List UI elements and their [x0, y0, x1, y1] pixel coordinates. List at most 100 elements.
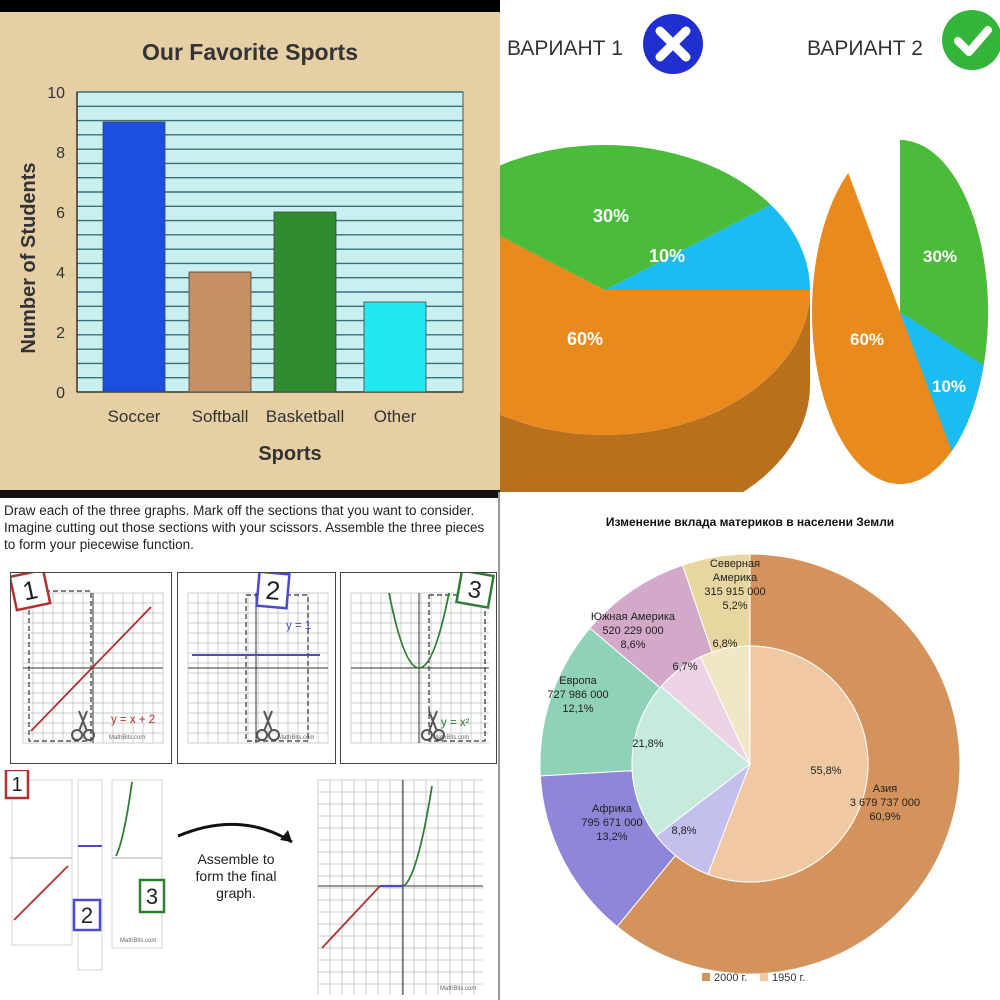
number-box-label: 2	[264, 575, 281, 606]
outer-label: 8,6%	[620, 639, 645, 651]
outer-label: Азия	[873, 783, 898, 795]
final-line-red	[321, 885, 381, 949]
assemble-text: form the final	[196, 868, 277, 884]
inner-label: 8,8%	[671, 825, 696, 837]
legend-swatch-2000	[702, 973, 710, 981]
number-box: 2	[255, 570, 291, 610]
variants-panel: ВАРИАНТ 1 ВАРИАНТ 2 60% 30% 10% 60% 30% 10%	[500, 0, 1000, 492]
outer-label: 315 915 000	[704, 586, 765, 598]
outer-label: 727 986 000	[547, 689, 608, 701]
scissors-icon	[256, 710, 280, 741]
bar-chart-title: Our Favorite Sports	[142, 39, 358, 65]
separator-bar	[0, 490, 500, 498]
x-tick-label: Soccer	[108, 407, 161, 426]
credit-3: MathBits.com	[433, 735, 469, 741]
graph-panel-3: y = x² MathBits.com 3	[340, 569, 497, 764]
pie-3d-side	[500, 290, 810, 492]
outer-label: Южная Америка	[591, 611, 676, 623]
number-box-frame	[255, 570, 291, 610]
cut-region	[28, 590, 92, 742]
number-box: 1	[8, 568, 52, 612]
number-box-frame	[455, 569, 495, 609]
donut-panel: Изменение вклада материков в населени Зе…	[500, 492, 1000, 1000]
y-tick-label: 0	[56, 385, 65, 402]
scissors-blade	[428, 710, 438, 732]
outer-label: 795 671 000	[581, 817, 642, 829]
y-tick-label: 4	[56, 265, 65, 282]
credit-1: MathBits.com	[109, 735, 145, 741]
credit-2: MathBits.com	[278, 735, 314, 741]
legend-label-1950: 1950 г.	[772, 972, 805, 984]
number-box-label: 1	[20, 574, 40, 606]
graph-3-svg: y = x² MathBits.com 3	[350, 569, 495, 744]
piece-3	[111, 779, 163, 949]
pie-2d-slice-10	[900, 312, 984, 452]
scissors-handle	[433, 729, 445, 741]
bar-other	[363, 301, 427, 393]
bar-chart-panel: Our Favorite Sports Sports Number of Stu…	[0, 0, 500, 492]
outer-label: 520 229 000	[602, 625, 663, 637]
pie-3d-label: 10%	[649, 246, 685, 266]
donut-chart: Изменение вклада материков в населени Зе…	[539, 515, 961, 984]
final-curve-green	[403, 785, 433, 887]
bar-chart-xlabel: Sports	[258, 443, 321, 465]
bar-chart: Our Favorite Sports Sports Number of Stu…	[18, 39, 464, 465]
variant1-label: ВАРИАНТ 1	[507, 37, 623, 60]
number-box-frame	[4, 770, 30, 800]
pie-3d-slice	[500, 236, 810, 435]
piece-1	[11, 779, 73, 946]
bar-soccer	[102, 121, 166, 393]
inner-label: 21,8%	[632, 738, 663, 750]
y-tick-label: 10	[47, 85, 65, 102]
graph-panel-1: y = x + 2 MathBits.com 1	[8, 568, 172, 764]
bar-softball	[188, 271, 252, 393]
outer-label: 5,2%	[722, 600, 747, 612]
donut-title: Изменение вклада материков в населени Зе…	[606, 515, 894, 529]
inner-label: 55,8%	[810, 765, 841, 777]
number-box: 3	[455, 569, 495, 609]
scissors-handle	[71, 729, 83, 741]
parabola-y-x2	[388, 592, 450, 669]
pie-3d-chart: 60% 30% 10%	[500, 145, 810, 492]
piece-1-line	[13, 865, 69, 921]
outer-label: 60,9%	[869, 811, 900, 823]
bar-chart-ylabel: Number of Students	[18, 162, 40, 353]
number-box: 1	[4, 770, 30, 800]
pie-3d-label: 60%	[567, 329, 603, 349]
variant2-label: ВАРИАНТ 2	[807, 37, 923, 60]
pie-2d-slice-30	[900, 140, 988, 366]
outer-label: 13,2%	[596, 831, 627, 843]
scissors-handle	[83, 729, 95, 741]
scissors-blade	[263, 710, 273, 732]
legend-label-2000: 2000 г.	[714, 972, 747, 984]
inner-slice	[699, 645, 751, 765]
equation-1: y = x + 2	[111, 714, 155, 726]
legend-swatch-1950	[760, 973, 768, 981]
check-icon	[942, 10, 1000, 70]
outer-label: Северная	[710, 558, 760, 570]
x-tick-label: Other	[374, 407, 417, 426]
scissors-handle	[421, 729, 433, 741]
inner-slice	[707, 645, 869, 883]
pie-3d-slice	[500, 145, 771, 290]
assemble-arrowhead	[280, 830, 292, 842]
scissors-icon	[71, 710, 95, 741]
x-tick-label: Softball	[192, 407, 249, 426]
piecewise-instructions: Draw each of the three graphs. Mark off …	[4, 503, 485, 552]
pieces-credit: MathBits.com	[120, 938, 156, 944]
y-tick-label: 2	[56, 325, 65, 342]
separator-line	[498, 492, 500, 1000]
piece-3-curve	[115, 781, 133, 857]
outer-label: Европа	[559, 675, 597, 687]
piece-2	[77, 779, 103, 971]
outer-label: 3 679 737 000	[850, 797, 920, 809]
inner-label: 6,8%	[712, 638, 737, 650]
equation-3: y = x²	[441, 717, 470, 729]
variants-svg: ВАРИАНТ 1 ВАРИАНТ 2 60% 30% 10% 60% 30% 10%	[500, 10, 1000, 492]
scissors-handle	[256, 729, 268, 741]
pie-2d-label: 10%	[932, 377, 966, 396]
piecewise-panel: Draw each of the three graphs. Mark off …	[0, 492, 500, 1000]
y-tick-label: 8	[56, 145, 65, 162]
number-box-frame	[8, 568, 52, 612]
